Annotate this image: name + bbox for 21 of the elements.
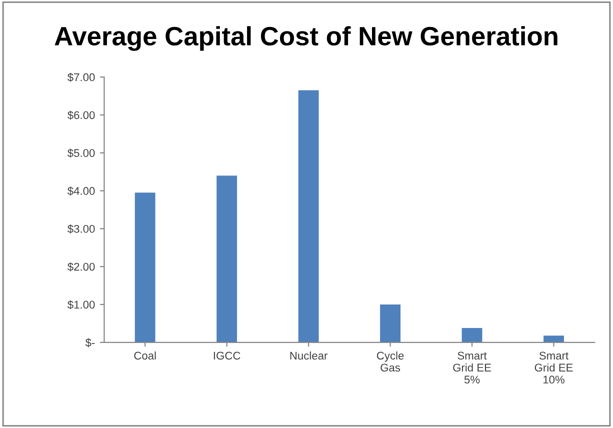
- y-tick-label: $5.00: [68, 148, 95, 158]
- x-tick-label: IGCC: [214, 352, 240, 360]
- y-tick-label: $-: [85, 338, 95, 348]
- y-tick-label: $3.00: [68, 224, 95, 234]
- y-tick-label: $1.00: [68, 300, 95, 310]
- y-tick-label: $6.00: [68, 110, 95, 120]
- x-tick-label: Smart Grid EE 5%: [453, 352, 491, 384]
- bar: [298, 90, 319, 342]
- chart-title: Average Capital Cost of New Generation: [54, 26, 558, 51]
- y-tick-label: $7.00: [68, 72, 95, 82]
- bar: [134, 192, 156, 342]
- y-tick-label: $4.00: [68, 186, 95, 196]
- bar: [380, 304, 400, 342]
- bar: [544, 336, 564, 342]
- x-tick-label: Cycle Gas: [376, 351, 404, 372]
- x-tick-label: Coal: [134, 351, 156, 360]
- x-tick-label: Nuclear: [290, 351, 328, 360]
- bar: [462, 328, 482, 342]
- y-tick-label: $2.00: [68, 262, 95, 272]
- x-tick-label: Smart Grid EE 10%: [534, 352, 573, 384]
- bar: [216, 176, 238, 342]
